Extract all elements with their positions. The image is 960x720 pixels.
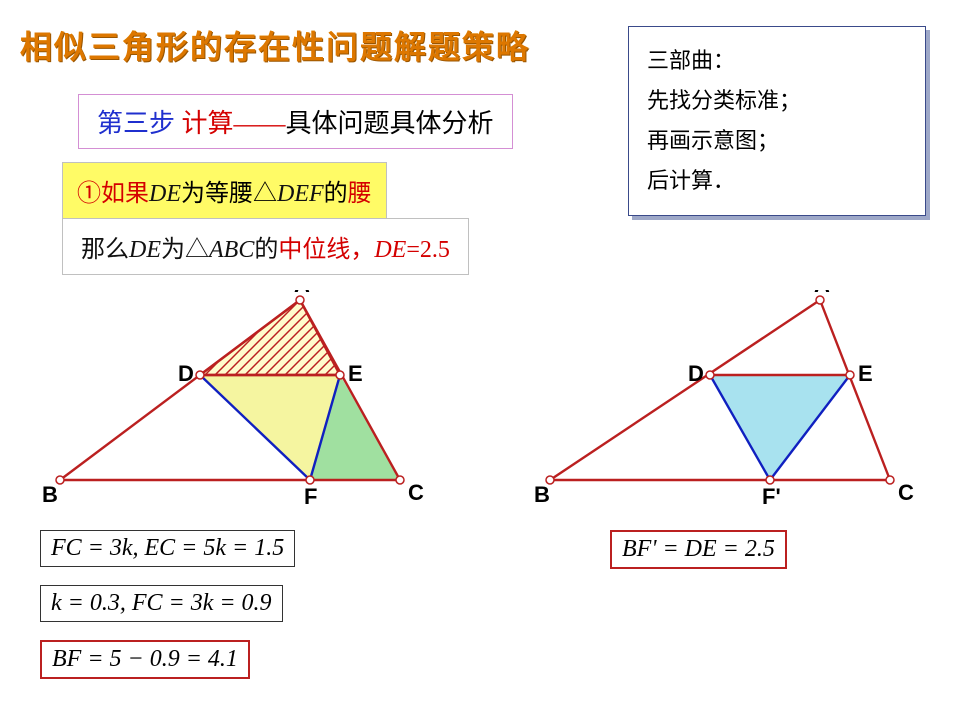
case1-text: 为等腰△ (181, 181, 277, 207)
step3-desc: 具体问题具体分析 (286, 109, 494, 138)
case1-box: ①如果DE为等腰△DEF的腰 (62, 162, 387, 219)
case2-box: 那么DE为△ABC的中位线，DE=2.5 (62, 218, 469, 275)
equation-fc-ec: FC = 3k, EC = 5k = 1.5 (40, 530, 295, 567)
case2-text: 的 (254, 237, 278, 263)
sidebox-line: 三部曲： (647, 41, 907, 81)
step3-label: 第三步 (97, 109, 175, 138)
case2-var: DE (129, 237, 161, 263)
case1-text: 腰 (348, 181, 372, 207)
sidebox-line: 后计算． (647, 161, 907, 201)
case2-val: =2.5 (406, 237, 450, 263)
case1-var: DEF (277, 181, 324, 207)
svg-text:D: D (688, 361, 704, 386)
equation-k-fc: k = 0.3, FC = 3k = 0.9 (40, 585, 283, 622)
svg-text:B: B (534, 482, 550, 507)
diagram-right: A B C D E F' (530, 290, 920, 510)
case1-text: 的 (324, 181, 348, 207)
svg-text:D: D (178, 361, 194, 386)
equation-bf: BF = 5 − 0.9 = 4.1 (40, 640, 250, 679)
svg-text:B: B (42, 482, 58, 507)
step3-box: 第三步 计算——具体问题具体分析 (78, 94, 513, 149)
case1-var: DE (149, 181, 181, 207)
svg-text:E: E (858, 361, 873, 386)
svg-text:F: F (304, 484, 317, 509)
page-title: 相似三角形的存在性问题解题策略 (20, 22, 530, 68)
svg-text:C: C (408, 480, 424, 505)
svg-text:A: A (814, 290, 830, 297)
svg-text:C: C (898, 480, 914, 505)
case2-red: 中位线， (278, 237, 374, 263)
equation-bfprime: BF' = DE = 2.5 (610, 530, 787, 569)
case1-text: 如果 (101, 181, 149, 207)
case2-var: DE (374, 237, 406, 263)
case2-text: 那么 (81, 237, 129, 263)
sidebox-line: 再画示意图； (647, 121, 907, 161)
three-steps-box: 三部曲： 先找分类标准； 再画示意图； 后计算． (628, 26, 926, 216)
case1-num: ① (77, 181, 101, 207)
svg-text:F': F' (762, 484, 781, 509)
svg-text:A: A (294, 290, 310, 297)
step3-action: 计算—— (175, 109, 286, 138)
svg-text:E: E (348, 361, 363, 386)
case2-text: 为△ (161, 237, 209, 263)
sidebox-line: 先找分类标准； (647, 81, 907, 121)
case2-var: ABC (209, 237, 254, 263)
diagram-left: A B C D E F (30, 290, 440, 510)
